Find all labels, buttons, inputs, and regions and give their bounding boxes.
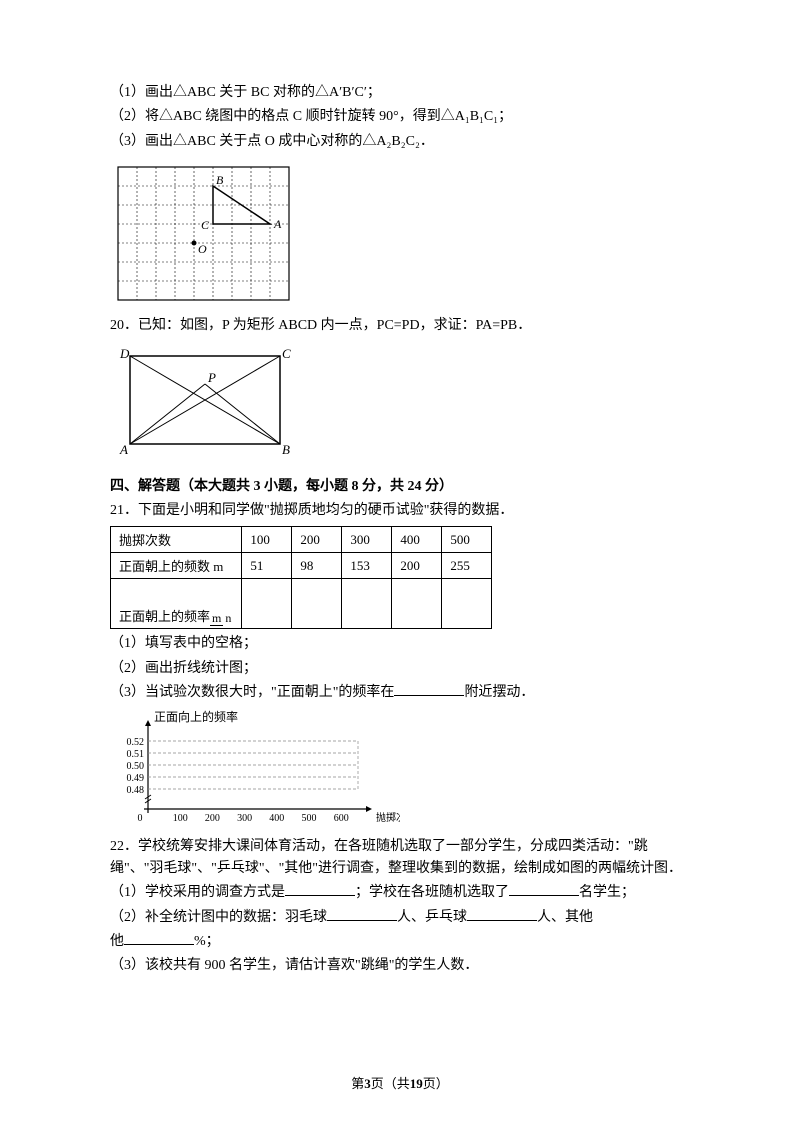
svg-text:0.49: 0.49 (127, 773, 145, 784)
q21-freq-chart: 正面向上的频率 0.480.490.500.510.52 100 200 300 400 5… (110, 709, 690, 834)
svg-text:0.48: 0.48 (127, 785, 145, 796)
q21-intro: 21．下面是小明和同学做"抛掷质地均匀的硬币试验"获得的数据． (110, 500, 690, 522)
svg-text:抛掷次数: 抛掷次数 (376, 811, 400, 824)
q21-p3: （3）当试验次数很大时，"正面朝上"的频率在附近摆动． (110, 682, 690, 704)
q19-part2: （2）将△ABC 绕图中的格点 C 顺时针旋转 90°，得到△A₁B₁C₁； (110, 106, 690, 128)
svg-text:0.52: 0.52 (127, 737, 145, 748)
svg-text:200: 200 (205, 813, 220, 824)
svg-text:正面向上的频率: 正面向上的频率 (154, 709, 238, 724)
q20-rect-diagram: D C P A B (110, 344, 690, 464)
section4-heading: 四、解答题（本大题共 3 小题，每小题 8 分，共 24 分） (110, 476, 690, 498)
label-C: C (282, 346, 291, 361)
q21-table: 抛掷次数100200300400500 正面朝上的频数 m51981532002… (110, 526, 492, 629)
svg-text:O: O (198, 242, 207, 256)
svg-text:500: 500 (302, 813, 317, 824)
q19-grid-diagram: B C A O (110, 159, 690, 309)
q19-part3: （3）画出△ABC 关于点 O 成中心对称的△A₂B₂C₂． (110, 131, 690, 153)
svg-text:A: A (273, 217, 282, 231)
svg-text:100: 100 (173, 813, 188, 824)
q22-p1: （1）学校采用的调查方式是；学校在各班随机选取了名学生； (110, 882, 690, 904)
label-B: B (282, 442, 290, 457)
svg-text:B: B (216, 173, 224, 187)
svg-text:0.51: 0.51 (127, 749, 145, 760)
q20-text: 20．已知：如图，P 为矩形 ABCD 内一点，PC=PD，求证：PA=PB． (110, 315, 690, 337)
q21-p1: （1）填写表中的空格； (110, 633, 690, 655)
page-footer: 第3页（共19页） (0, 1073, 800, 1092)
q22-p3: （3）该校共有 900 名学生，请估计喜欢"跳绳"的学生人数． (110, 955, 690, 977)
q22-p2: （2）补全统计图中的数据：羽毛球人、乒乓球人、其他 (110, 907, 690, 929)
label-P: P (207, 370, 216, 385)
svg-text:0: 0 (138, 813, 143, 824)
svg-text:0.50: 0.50 (127, 761, 145, 772)
label-A: A (119, 442, 128, 457)
svg-text:C: C (201, 218, 210, 232)
q22-intro: 22．学校统筹安排大课间体育活动，在各班随机选取了一部分学生，分成四类活动："跳… (110, 836, 690, 881)
svg-text:600: 600 (334, 813, 349, 824)
q22-p2b: 他%； (110, 931, 690, 953)
q21-p2: （2）画出折线统计图； (110, 658, 690, 680)
svg-text:400: 400 (269, 813, 284, 824)
q19-part1: （1）画出△ABC 关于 BC 对称的△A′B′C′； (110, 82, 690, 104)
label-D: D (119, 346, 130, 361)
svg-text:300: 300 (237, 813, 252, 824)
